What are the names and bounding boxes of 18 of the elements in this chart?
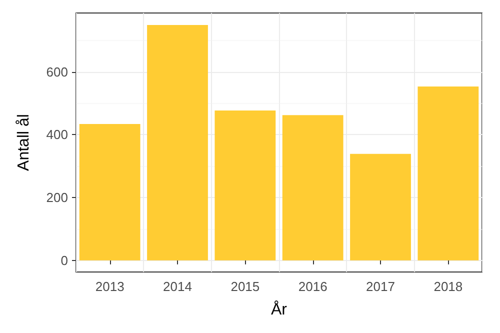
y-axis-title: Antall ål: [16, 114, 32, 171]
y-tick-label: 0: [60, 252, 68, 268]
y-tick-label: 600: [46, 64, 68, 80]
x-tick-label: 2017: [366, 279, 395, 294]
bar: [214, 110, 276, 260]
bar: [282, 115, 344, 260]
x-tick-label: 2016: [298, 279, 328, 294]
bar: [350, 154, 411, 260]
bar: [147, 24, 208, 260]
x-tick-label: 2018: [434, 279, 463, 294]
bar: [418, 86, 479, 260]
x-tick-label: 2013: [95, 279, 124, 294]
x-tick-label: 2015: [230, 279, 260, 294]
y-tick-label: 200: [46, 190, 68, 206]
x-tick-label: 2014: [163, 279, 192, 294]
y-tick-label: 400: [46, 127, 68, 142]
x-axis-title: År: [271, 300, 288, 318]
bar: [79, 124, 140, 260]
